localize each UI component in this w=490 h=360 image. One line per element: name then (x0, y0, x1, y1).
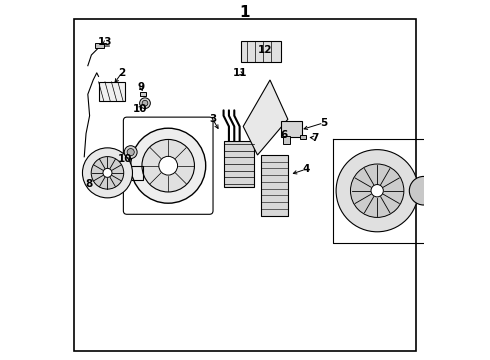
Bar (261, 155, 288, 216)
Text: 4: 4 (302, 164, 309, 174)
Text: 3: 3 (209, 114, 217, 124)
Bar (242, 41, 281, 62)
Circle shape (159, 156, 177, 175)
Circle shape (336, 150, 418, 232)
Circle shape (91, 157, 123, 189)
Circle shape (127, 149, 134, 156)
Text: 8: 8 (85, 179, 92, 189)
Circle shape (140, 98, 150, 109)
Bar (300, 135, 306, 139)
Text: 12: 12 (257, 45, 272, 55)
Circle shape (142, 139, 195, 192)
Bar (140, 92, 146, 96)
Bar (98, 82, 125, 102)
Text: 13: 13 (98, 37, 112, 48)
Text: 2: 2 (118, 68, 125, 78)
Bar (95, 43, 104, 48)
Polygon shape (243, 80, 288, 155)
Bar (281, 121, 302, 137)
Bar (223, 141, 254, 187)
Circle shape (82, 148, 132, 198)
Text: 7: 7 (311, 133, 318, 143)
Circle shape (124, 146, 137, 158)
Text: 6: 6 (281, 130, 288, 140)
Text: 10: 10 (118, 154, 133, 164)
Text: 11: 11 (232, 68, 247, 78)
Bar (283, 136, 290, 144)
Text: 5: 5 (320, 118, 327, 128)
Circle shape (371, 185, 383, 197)
Circle shape (103, 168, 112, 177)
Circle shape (131, 128, 206, 203)
Text: 9: 9 (138, 82, 145, 92)
Circle shape (142, 100, 148, 106)
Text: 10: 10 (132, 104, 147, 113)
Text: 1: 1 (240, 5, 250, 19)
Circle shape (350, 164, 404, 217)
Circle shape (409, 176, 438, 205)
